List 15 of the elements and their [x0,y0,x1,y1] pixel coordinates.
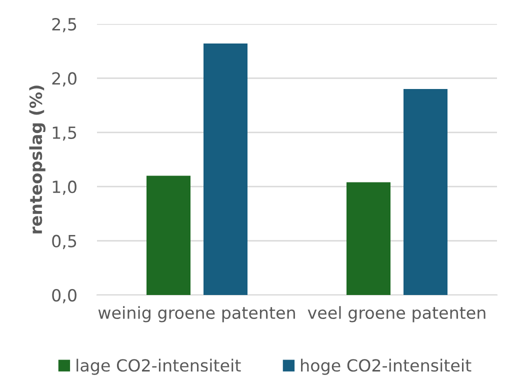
bar [204,44,248,295]
y-tick-label: 0,5 [52,234,76,250]
y-tick-label: 0,0 [52,288,76,304]
y-axis-title: renteopslag (%) [29,86,46,234]
bar [146,176,190,295]
bar [346,182,390,295]
legend-label: lage CO2-intensiteit [76,358,241,375]
y-tick-label: 2,5 [52,18,76,32]
y-tick-label: 1,5 [52,126,76,141]
x-tick-label: veel groene patenten [308,306,486,322]
y-tick-label: 1,0 [52,180,76,195]
x-tick-label: weinig groene patenten [98,306,295,322]
y-tick-label: 2,0 [52,72,76,86]
bar [404,89,448,295]
legend-label: hoge CO2-intensiteit [301,358,472,375]
